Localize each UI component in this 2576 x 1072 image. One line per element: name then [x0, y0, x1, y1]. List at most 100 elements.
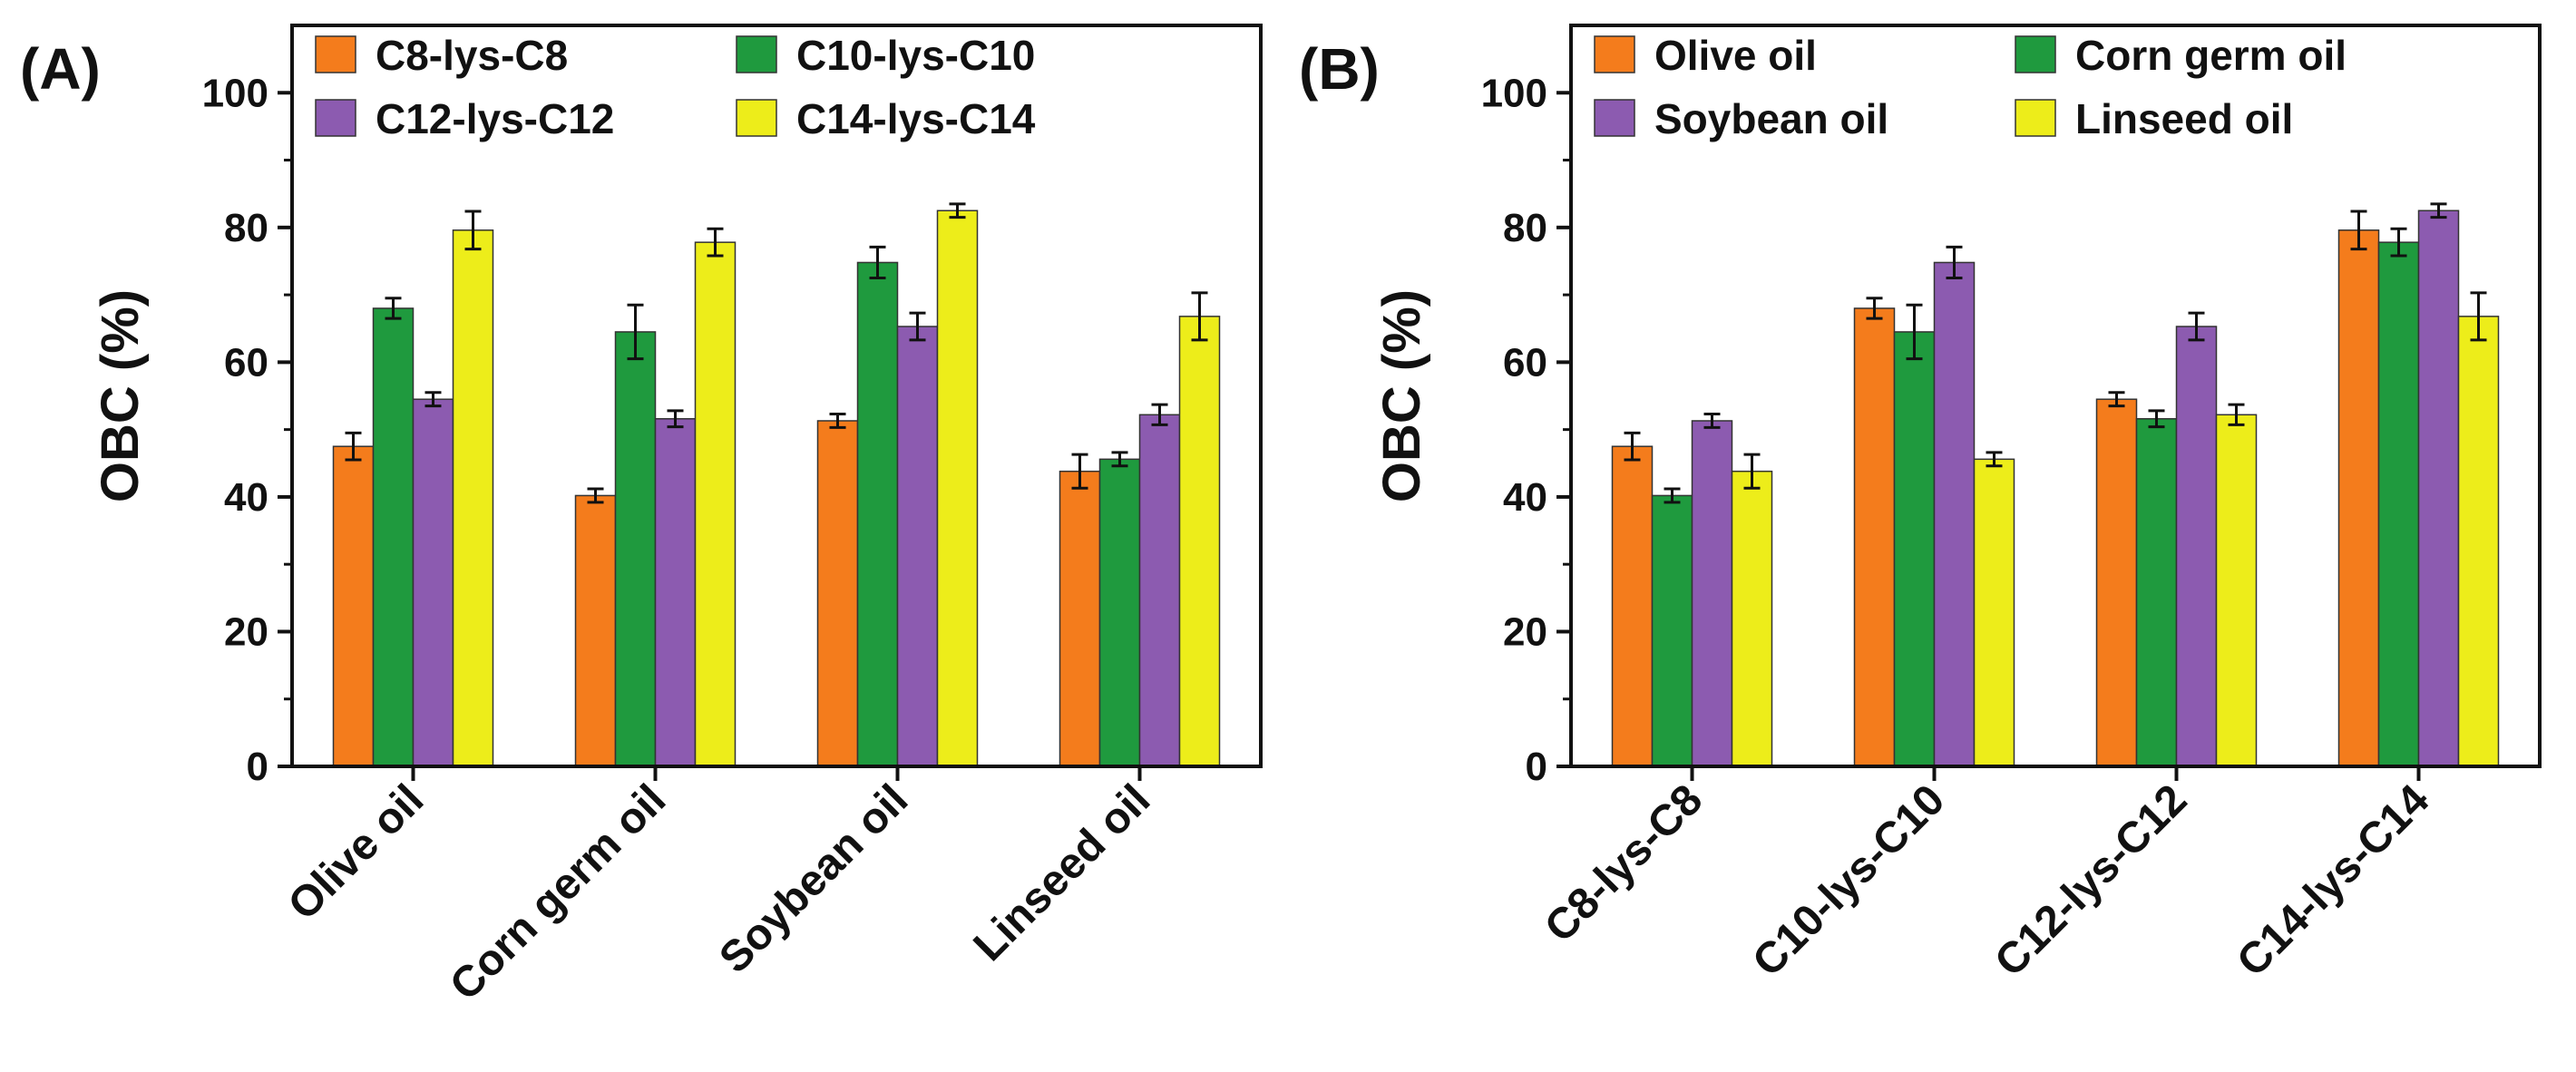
- legend-label: Soybean oil: [1654, 95, 1888, 142]
- legend-item-c8-lys-c8: C8-lys-C8: [315, 32, 568, 79]
- bar-c14-lys-c14-linseed-oil: [1178, 316, 1221, 767]
- error-bar-corn-germ-oil-c14-lys-c14: [2390, 227, 2407, 258]
- legend-item-c14-lys-c14: C14-lys-C14: [736, 95, 1036, 142]
- error-bar-olive-oil-c12-lys-c12: [2108, 391, 2125, 408]
- error-bar-linseed-oil-c10-lys-c10: [1986, 451, 2003, 468]
- y-tick-label: 60: [1503, 340, 1547, 385]
- bar-olive-oil-c12-lys-c12: [2095, 398, 2138, 767]
- bar-corn-germ-oil-c14-lys-c14: [2377, 241, 2420, 767]
- error-bar-soybean-oil-c8-lys-c8: [1703, 413, 1721, 429]
- legend: Olive oil Corn germ oil Soybean oil Linseed…: [1594, 32, 2347, 142]
- x-tick-label: C8-lys-C8: [1536, 775, 1712, 951]
- error-bar-c10-lys-c10-olive-oil: [385, 297, 402, 320]
- error-bar-c10-lys-c10-linseed-oil: [1111, 451, 1128, 468]
- bar-c8-lys-c8-corn-germ-oil: [574, 494, 617, 767]
- error-bar-c10-lys-c10-soybean-oil: [869, 245, 886, 280]
- bar-olive-oil-c10-lys-c10: [1853, 307, 1896, 767]
- bar-linseed-oil-c10-lys-c10: [1973, 458, 2015, 767]
- y-tick-label: 20: [224, 609, 268, 654]
- bar-c12-lys-c12-linseed-oil: [1138, 414, 1181, 767]
- panel-label: (B): [1299, 36, 1380, 102]
- error-bar-c12-lys-c12-linseed-oil: [1151, 403, 1168, 426]
- error-bar-soybean-oil-c14-lys-c14: [2430, 202, 2447, 219]
- bar-corn-germ-oil-c12-lys-c12: [2135, 418, 2178, 767]
- x-tick-label: Linseed oil: [965, 775, 1160, 970]
- legend-swatch: [736, 35, 777, 73]
- error-bar-c14-lys-c14-olive-oil: [464, 210, 482, 251]
- error-bar-c8-lys-c8-corn-germ-oil: [587, 487, 604, 504]
- bar-c14-lys-c14-soybean-oil: [936, 210, 979, 767]
- legend-swatch: [1594, 99, 1635, 137]
- legend-label: Olive oil: [1654, 32, 1817, 79]
- x-tick-label: C14-lys-C14: [2228, 775, 2438, 986]
- bar-c10-lys-c10-olive-oil: [372, 307, 415, 767]
- panel-a: (A) OBC (%) Olive oil Corn germ oil Soybean …: [20, 24, 1263, 1009]
- bar-olive-oil-c14-lys-c14: [2337, 229, 2380, 767]
- bar-c8-lys-c8-linseed-oil: [1059, 470, 1101, 767]
- error-bar-c12-lys-c12-soybean-oil: [909, 311, 926, 342]
- error-bar-corn-germ-oil-c8-lys-c8: [1664, 487, 1681, 504]
- panel-b: (B) OBC (%) C8-lys-C8 C10-lys-C10 C12-lys-C1…: [1299, 24, 2542, 986]
- x-tick-label: Corn germ oil: [441, 775, 675, 1009]
- bar-c12-lys-c12-soybean-oil: [896, 326, 939, 767]
- legend-item-soybean-oil: Soybean oil: [1594, 95, 1888, 142]
- legend-label: Corn germ oil: [2075, 32, 2347, 79]
- bars: [332, 202, 1221, 767]
- error-bar-soybean-oil-c10-lys-c10: [1946, 245, 1963, 280]
- error-bar-c8-lys-c8-linseed-oil: [1071, 453, 1088, 490]
- bar-c10-lys-c10-soybean-oil: [856, 261, 899, 767]
- bar-c10-lys-c10-linseed-oil: [1098, 458, 1141, 767]
- y-tick-label: 60: [224, 340, 268, 385]
- error-bar-olive-oil-c8-lys-c8: [1624, 431, 1641, 462]
- legend-item-c10-lys-c10: C10-lys-C10: [736, 32, 1035, 79]
- bar-corn-germ-oil-c10-lys-c10: [1893, 331, 1936, 767]
- error-bar-c8-lys-c8-olive-oil: [345, 431, 362, 462]
- legend-label: C10-lys-C10: [796, 32, 1035, 79]
- y-tick-label: 100: [1481, 71, 1547, 115]
- legend-item-olive-oil: Olive oil: [1594, 32, 1817, 79]
- bar-soybean-oil-c12-lys-c12: [2175, 326, 2218, 767]
- error-bar-corn-germ-oil-c10-lys-c10: [1906, 303, 1923, 361]
- bar-c8-lys-c8-olive-oil: [332, 445, 375, 767]
- x-tick-label: C12-lys-C12: [1986, 775, 2196, 986]
- y-axis-title: OBC (%): [1372, 289, 1431, 502]
- bar-c10-lys-c10-corn-germ-oil: [614, 331, 657, 767]
- x-tick-label: Soybean oil: [710, 775, 917, 982]
- bar-corn-germ-oil-c8-lys-c8: [1651, 494, 1693, 767]
- error-bar-corn-germ-oil-c12-lys-c12: [2148, 409, 2165, 429]
- error-bar-c12-lys-c12-olive-oil: [424, 391, 442, 408]
- y-tick-label: 0: [1526, 745, 1547, 789]
- error-bar-c10-lys-c10-corn-germ-oil: [627, 303, 644, 361]
- x-tick-label: C10-lys-C10: [1743, 775, 1954, 986]
- bars: [1611, 202, 2500, 767]
- bar-c14-lys-c14-corn-germ-oil: [694, 241, 737, 767]
- x-tick-label: Olive oil: [279, 775, 434, 930]
- legend-label: C8-lys-C8: [376, 32, 568, 79]
- y-tick-label: 40: [1503, 475, 1547, 520]
- legend-label: C14-lys-C14: [796, 95, 1036, 142]
- legend-swatch: [1594, 35, 1635, 73]
- plot-frame: [290, 24, 1263, 768]
- bar-c12-lys-c12-olive-oil: [412, 398, 454, 767]
- bar-c12-lys-c12-corn-germ-oil: [654, 418, 697, 767]
- bar-linseed-oil-c12-lys-c12: [2215, 414, 2258, 767]
- bar-c14-lys-c14-olive-oil: [452, 229, 494, 767]
- error-bar-olive-oil-c14-lys-c14: [2350, 210, 2367, 251]
- error-bar-linseed-oil-c8-lys-c8: [1743, 453, 1761, 490]
- error-bar-c8-lys-c8-soybean-oil: [829, 413, 846, 429]
- legend-item-c12-lys-c12: C12-lys-C12: [315, 95, 614, 142]
- error-bar-linseed-oil-c14-lys-c14: [2470, 291, 2487, 342]
- error-bar-c14-lys-c14-soybean-oil: [949, 202, 966, 219]
- y-tick-label: 20: [1503, 609, 1547, 654]
- bar-c8-lys-c8-soybean-oil: [816, 420, 859, 767]
- error-bar-soybean-oil-c12-lys-c12: [2188, 311, 2205, 342]
- legend-item-corn-germ-oil: Corn germ oil: [2015, 32, 2347, 79]
- bar-soybean-oil-c8-lys-c8: [1691, 420, 1733, 767]
- error-bar-c12-lys-c12-corn-germ-oil: [667, 409, 684, 429]
- legend-swatch: [315, 35, 356, 73]
- bar-linseed-oil-c14-lys-c14: [2457, 316, 2500, 767]
- error-bar-c14-lys-c14-linseed-oil: [1191, 291, 1208, 342]
- y-tick-label: 80: [1503, 206, 1547, 250]
- bar-soybean-oil-c10-lys-c10: [1933, 261, 1976, 767]
